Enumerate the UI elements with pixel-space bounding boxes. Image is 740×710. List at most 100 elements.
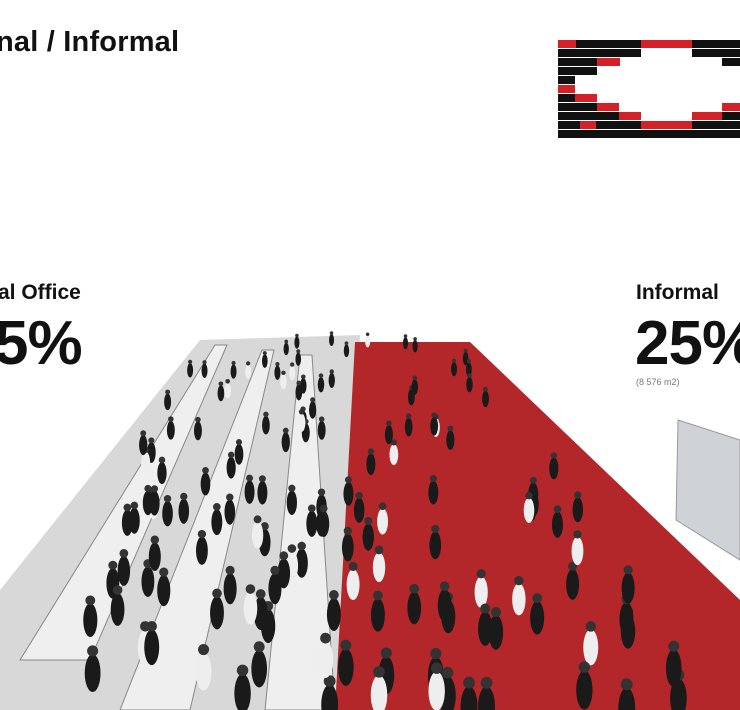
person-head [301,374,306,380]
formal-office-label: al Office [0,281,81,304]
person-head [275,362,280,367]
person [549,457,559,480]
screen [675,419,740,561]
logo-bar [692,121,740,129]
person-head [255,589,266,599]
person-head [429,475,437,483]
person [217,385,225,402]
person [84,654,101,693]
person-head [364,517,373,526]
person-head [532,593,543,604]
person [341,533,354,562]
person [139,434,148,456]
person-head [235,439,243,446]
person-head [430,662,443,674]
person [244,480,255,504]
person-head [146,621,157,632]
person [466,376,473,393]
person [429,531,442,560]
person-head [355,491,363,500]
person-head [441,666,454,679]
person [211,508,223,536]
logo-bar [641,40,692,48]
informal-percent: 25% [635,309,740,378]
person [196,536,208,565]
person [128,507,140,534]
person-head [225,565,235,575]
person [281,432,290,453]
logo-bar [576,40,641,48]
person [226,456,236,479]
logo [558,40,740,138]
person-head [218,381,224,387]
person [317,641,334,679]
person [309,401,317,419]
person-head [195,416,201,423]
person-head [150,485,159,493]
person [583,629,599,666]
person [164,393,172,411]
person [372,552,386,583]
person [366,453,376,476]
person-head [480,603,491,614]
person-head [236,664,249,677]
person-head [323,675,336,688]
person-head [451,358,457,363]
person-head [307,504,316,513]
logo-bar [558,85,575,93]
person [83,603,98,638]
person [465,362,472,377]
person-head [260,522,269,531]
person [224,499,236,525]
person [245,364,252,380]
person-head [310,397,316,403]
person-head [447,425,454,432]
person-head [480,676,493,689]
person [377,508,389,535]
person [530,600,545,635]
person-head [288,484,296,492]
person [451,361,458,377]
person [157,461,167,485]
person-head [431,412,437,418]
logo-bar [692,112,722,120]
person-head [123,503,132,512]
person-head [318,373,324,378]
person [474,576,488,609]
logo-bar [580,121,596,129]
person-head [112,585,123,595]
person-head [281,370,286,376]
person-head [290,362,295,367]
logo-bar [692,40,740,48]
person [389,444,399,466]
person [329,334,335,347]
person [343,344,350,358]
person-head [573,530,582,539]
person-head [412,375,418,381]
person-head [165,389,171,395]
person-head [279,551,289,561]
person-head [180,492,188,501]
person-head [253,515,262,524]
person-head [168,416,174,422]
person [430,416,439,436]
person [142,490,154,516]
person [523,497,535,523]
person [338,648,354,686]
person-head [144,484,152,493]
person-head [246,361,251,366]
person [488,614,504,650]
person [289,365,296,381]
person-head [340,639,352,651]
person [144,629,160,666]
logo-bar [558,40,576,48]
logo-bar [558,49,641,57]
person-head [329,590,339,600]
person [243,591,258,625]
logo-bar [558,121,580,129]
person-head [297,541,307,551]
person [482,390,489,408]
logo-bar [619,112,641,120]
person-head [365,332,370,337]
person [370,675,388,710]
